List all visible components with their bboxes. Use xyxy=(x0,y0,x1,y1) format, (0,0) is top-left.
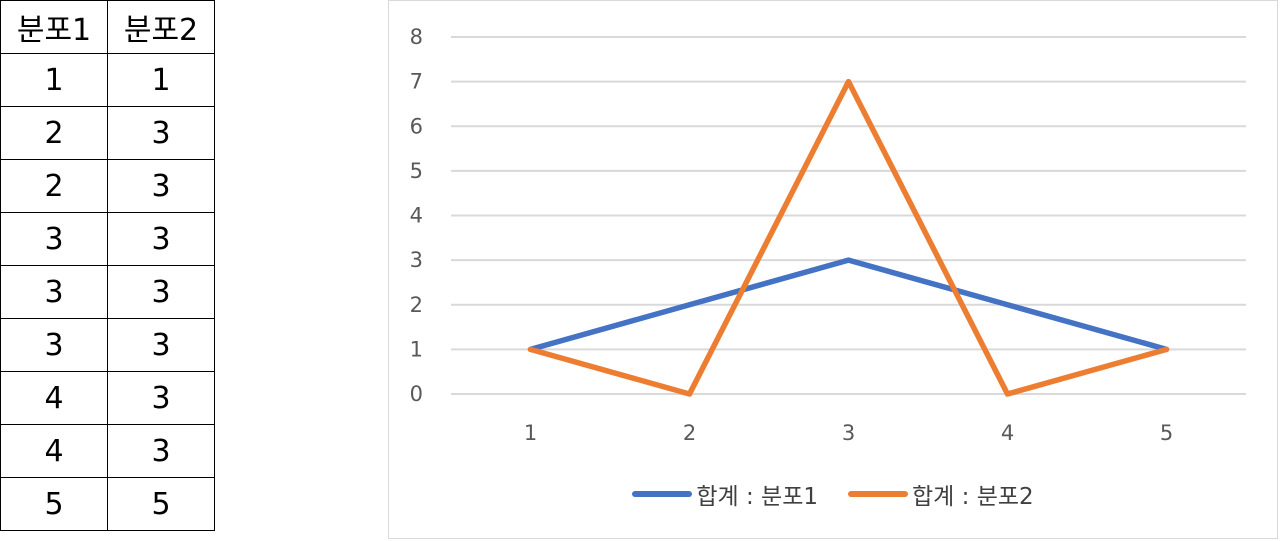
y-tick-label: 5 xyxy=(410,159,423,183)
table-cell[interactable]: 5 xyxy=(0,477,108,531)
table-cell[interactable]: 1 xyxy=(0,53,108,107)
table-cell[interactable]: 3 xyxy=(107,159,215,213)
x-tick-label: 2 xyxy=(683,421,696,445)
legend-label: 합계 : 분포2 xyxy=(912,484,1034,510)
chart-legend: 합계 : 분포1 합계 : 분포2 xyxy=(389,477,1277,511)
chart-plot-area: 0 1 2 3 4 5 6 7 8 1 2 3 4 5 xyxy=(410,25,1246,445)
table-cell[interactable]: 3 xyxy=(107,371,215,425)
table-cell[interactable]: 3 xyxy=(107,265,215,319)
y-tick-label: 6 xyxy=(410,114,423,138)
data-point[interactable] xyxy=(1005,391,1010,397)
table-cell[interactable]: 5 xyxy=(107,477,215,531)
legend-label: 합계 : 분포1 xyxy=(696,484,818,510)
x-tick-label: 1 xyxy=(524,421,537,445)
table-cell[interactable]: 3 xyxy=(107,424,215,478)
table-cell[interactable]: 3 xyxy=(0,265,108,319)
data-point[interactable] xyxy=(687,391,692,397)
data-point[interactable] xyxy=(846,257,851,263)
data-point[interactable] xyxy=(846,79,851,85)
x-tick-label: 5 xyxy=(1160,421,1173,445)
y-tick-label: 2 xyxy=(410,293,423,317)
y-tick-label: 3 xyxy=(410,248,423,272)
y-tick-label: 8 xyxy=(410,25,423,49)
table-header-row: 분포1 분포2 xyxy=(0,0,215,54)
column-header[interactable]: 분포2 xyxy=(107,0,215,54)
data-point[interactable] xyxy=(687,302,692,308)
line-chart[interactable]: 0 1 2 3 4 5 6 7 8 1 2 3 4 5 합계 : 분포1 합계 : 분포2 xyxy=(388,0,1278,539)
y-tick-label: 1 xyxy=(410,337,423,361)
table-cell[interactable]: 2 xyxy=(0,159,108,213)
table-cell[interactable]: 3 xyxy=(0,212,108,266)
data-point[interactable] xyxy=(1164,346,1169,352)
table-cell[interactable]: 3 xyxy=(107,212,215,266)
data-point[interactable] xyxy=(1005,302,1010,308)
table-cell[interactable]: 1 xyxy=(107,53,215,107)
legend-item[interactable]: 합계 : 분포1 xyxy=(632,477,818,511)
data-point[interactable] xyxy=(528,346,533,352)
table-cell[interactable]: 4 xyxy=(0,424,108,478)
table-cell[interactable]: 2 xyxy=(0,106,108,160)
x-tick-label: 3 xyxy=(842,421,855,445)
y-tick-label: 0 xyxy=(410,382,423,406)
table-cell[interactable]: 4 xyxy=(0,371,108,425)
legend-swatch xyxy=(632,491,693,497)
series-line-2[interactable] xyxy=(527,78,1170,397)
y-tick-label: 4 xyxy=(410,204,423,228)
column-header[interactable]: 분포1 xyxy=(0,0,108,54)
legend-swatch xyxy=(848,491,908,497)
legend-item[interactable]: 합계 : 분포2 xyxy=(848,477,1034,511)
table-cell[interactable]: 3 xyxy=(0,318,108,372)
table-cell[interactable]: 3 xyxy=(107,106,215,160)
table-cell[interactable]: 3 xyxy=(107,318,215,372)
x-tick-label: 4 xyxy=(1001,421,1014,445)
y-tick-label: 7 xyxy=(410,70,423,94)
